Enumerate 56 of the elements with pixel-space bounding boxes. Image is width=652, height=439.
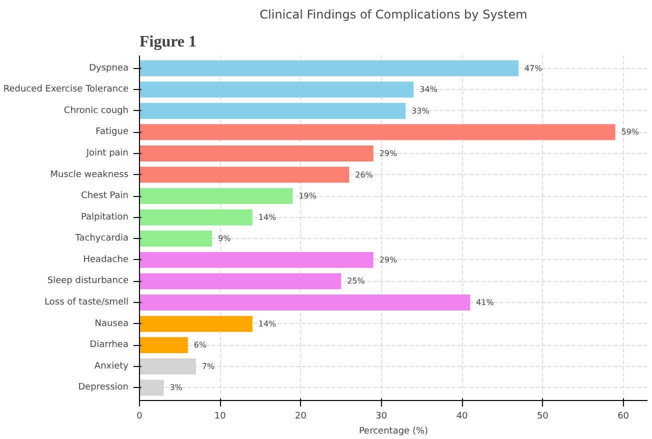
y-tick-label: Tachycardia <box>74 234 129 244</box>
bar <box>140 230 212 247</box>
y-tick-label: Joint pain <box>85 148 128 158</box>
data-label: 14% <box>258 319 277 328</box>
data-label: 47% <box>524 64 543 73</box>
bar <box>140 273 342 290</box>
x-axis-title: Percentage (%) <box>358 426 428 436</box>
y-tick-label: Anxiety <box>94 361 130 372</box>
caption: Figure 1 <box>140 34 197 50</box>
data-label: 25% <box>347 276 366 286</box>
data-label: 29% <box>379 255 398 264</box>
y-tick-label: Fatigue <box>96 127 129 138</box>
y-tick-label: Muscle weakness <box>50 170 129 180</box>
y-tick-label: Diarrhea <box>90 340 129 350</box>
y-tick-label: Loss of taste/smell <box>44 298 129 308</box>
data-label: 3% <box>170 383 183 392</box>
data-label: 9% <box>218 234 232 244</box>
chart-title: Clinical Findings of Complications by System <box>260 8 528 22</box>
data-label: 41% <box>476 298 494 308</box>
bar <box>140 166 350 183</box>
bar <box>140 209 252 226</box>
bar <box>140 188 293 204</box>
y-tick-label: Chronic cough <box>64 106 129 116</box>
x-tick-label: 40 <box>456 412 468 422</box>
data-label: 34% <box>420 85 438 94</box>
bar <box>140 102 406 119</box>
bar <box>140 316 252 332</box>
x-tick-label: 30 <box>376 412 388 422</box>
y-tick-label: Chest Pain <box>81 191 129 202</box>
data-label: 59% <box>621 128 640 137</box>
bar <box>140 337 188 354</box>
x-tick-label: 10 <box>214 412 226 422</box>
y-tick-label: Palpitation <box>80 212 129 222</box>
x-tick-label: 0 <box>136 412 143 422</box>
bar <box>140 60 518 76</box>
y-tick-label: Sleep disturbance <box>47 276 129 286</box>
bar <box>140 294 470 311</box>
x-tick-label: 20 <box>295 412 307 422</box>
y-tick-label: Reduced Exercise Tolerance <box>3 84 129 95</box>
data-label: 26% <box>355 170 374 180</box>
x-tick-label: 60 <box>618 412 630 422</box>
y-tick-label: Headache <box>83 254 129 265</box>
y-tick-label: Nausea <box>94 318 129 329</box>
data-label: 6% <box>194 340 207 350</box>
data-label: 29% <box>379 148 398 158</box>
data-label: 14% <box>258 212 277 222</box>
data-label: 33% <box>412 106 430 116</box>
y-tick-label: Depression <box>78 382 129 393</box>
y-tick-label: Dyspnea <box>89 63 129 74</box>
bar <box>140 145 374 162</box>
bar <box>140 82 414 98</box>
data-label: 7% <box>202 362 216 371</box>
data-label: 19% <box>298 192 317 201</box>
bar <box>140 252 374 268</box>
bar <box>140 124 616 140</box>
x-tick-label: 50 <box>536 412 549 422</box>
